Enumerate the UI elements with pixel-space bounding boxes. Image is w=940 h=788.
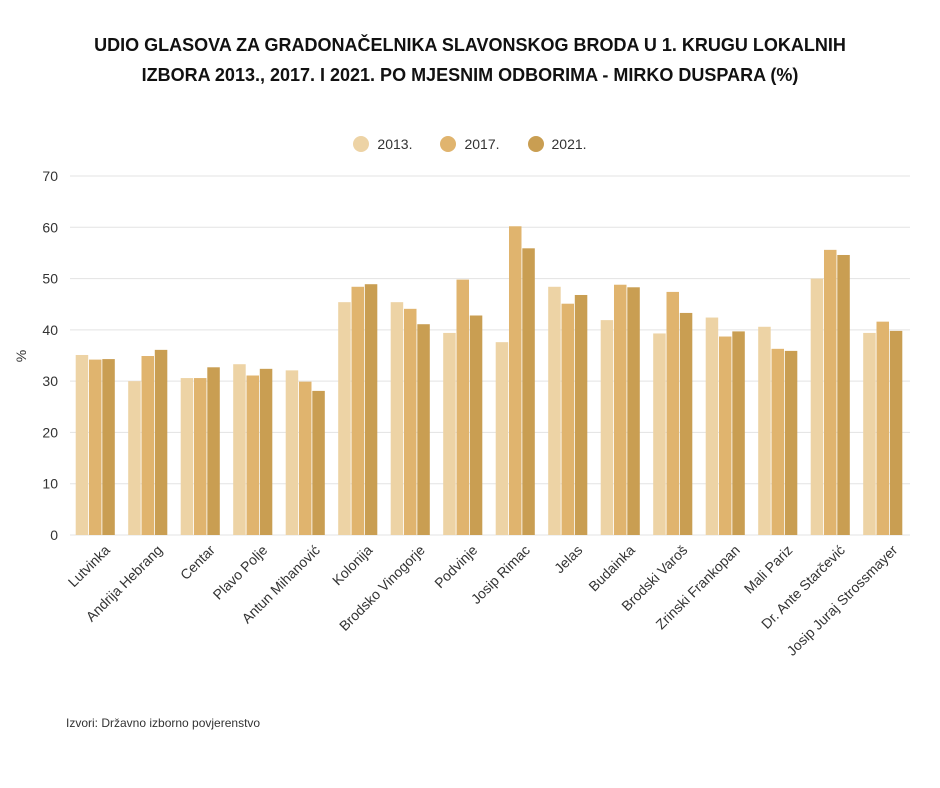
source-note: Izvori: Državno izborno povjerenstvo: [66, 716, 261, 730]
bar[interactable]: [404, 308, 417, 535]
bar[interactable]: [417, 324, 430, 535]
x-tick-label: Centar: [177, 542, 218, 583]
x-tick-label: Budainka: [585, 542, 638, 595]
bar[interactable]: [824, 249, 837, 535]
bar[interactable]: [233, 364, 246, 535]
bar[interactable]: [469, 315, 483, 535]
y-tick-label: 50: [42, 271, 58, 287]
y-tick-label: 0: [50, 527, 58, 543]
bar[interactable]: [338, 302, 351, 535]
y-tick-label: 30: [42, 373, 58, 389]
bar[interactable]: [679, 312, 693, 535]
bar[interactable]: [299, 381, 312, 535]
chart-title-line-1: UDIO GLASOVA ZA GRADONAČELNIKA SLAVONSKO…: [94, 35, 846, 55]
bar[interactable]: [574, 294, 588, 535]
bar[interactable]: [351, 286, 365, 535]
x-tick-label: Kolonija: [329, 542, 376, 589]
bar[interactable]: [666, 291, 680, 535]
bar[interactable]: [561, 303, 575, 535]
legend-label-2013: 2013.: [377, 136, 413, 152]
bar[interactable]: [141, 356, 155, 535]
legend-marker-2017: [440, 136, 457, 152]
bar[interactable]: [246, 375, 260, 535]
x-tick-label: Lutvinka: [65, 542, 113, 590]
bar[interactable]: [810, 278, 824, 535]
legend-item-2013[interactable]: 2013.: [353, 136, 412, 152]
y-axis-label: %: [13, 350, 29, 362]
y-tick-label: 20: [42, 424, 58, 440]
bar[interactable]: [312, 390, 325, 535]
chart-title-line-2: IZBORA 2013., 2017. I 2021. PO MJESNIM O…: [141, 65, 799, 85]
bar[interactable]: [771, 348, 785, 535]
bar[interactable]: [154, 349, 168, 535]
bar[interactable]: [889, 330, 903, 535]
legend-item-2021[interactable]: 2021.: [527, 136, 587, 152]
legend-item-2017[interactable]: 2017.: [440, 136, 500, 152]
legend: 2013. 2017. 2021.: [0, 136, 940, 152]
bar[interactable]: [89, 359, 102, 535]
bar[interactable]: [102, 359, 115, 535]
y-axis-ticks: 0 10 20 30 40 50 60 70: [42, 168, 58, 543]
bars: [75, 226, 903, 536]
x-tick-label: Mali Pariz: [741, 542, 796, 597]
chart-title: UDIO GLASOVA ZA GRADONAČELNIKA SLAVONSKO…: [20, 30, 920, 90]
bar[interactable]: [522, 248, 535, 535]
y-tick-label: 40: [42, 322, 58, 338]
bar[interactable]: [732, 331, 745, 535]
legend-label-2017: 2017.: [464, 136, 500, 152]
bar[interactable]: [194, 378, 207, 535]
bar[interactable]: [614, 284, 627, 535]
bar[interactable]: [364, 284, 378, 535]
bar[interactable]: [863, 332, 876, 535]
bar[interactable]: [784, 350, 798, 535]
bar[interactable]: [180, 378, 194, 535]
x-tick-label: Podvinje: [431, 542, 480, 591]
bar[interactable]: [705, 317, 719, 535]
bar[interactable]: [207, 367, 220, 535]
x-tick-label: Jelas: [551, 542, 585, 576]
bar[interactable]: [719, 336, 732, 535]
bar[interactable]: [259, 368, 273, 535]
bar[interactable]: [509, 226, 522, 535]
bar[interactable]: [495, 342, 509, 535]
legend-label-2021: 2021.: [551, 136, 587, 152]
y-tick-label: 60: [42, 219, 58, 235]
bar[interactable]: [600, 320, 614, 535]
bar[interactable]: [876, 321, 890, 535]
bar[interactable]: [128, 381, 141, 535]
bar[interactable]: [837, 254, 850, 536]
bar[interactable]: [627, 287, 640, 535]
x-tick-label: Josip Juraj Strossmayer: [783, 542, 900, 659]
y-tick-label: 70: [42, 168, 58, 184]
bar[interactable]: [653, 333, 666, 535]
bar[interactable]: [443, 332, 456, 535]
bar[interactable]: [456, 279, 470, 535]
bar[interactable]: [758, 326, 771, 535]
bar[interactable]: [285, 370, 299, 535]
bar[interactable]: [390, 302, 404, 535]
bar[interactable]: [548, 286, 561, 535]
y-tick-label: 10: [42, 476, 58, 492]
legend-marker-2021: [527, 136, 544, 152]
legend-marker-2013: [353, 136, 370, 152]
bar[interactable]: [75, 354, 89, 535]
